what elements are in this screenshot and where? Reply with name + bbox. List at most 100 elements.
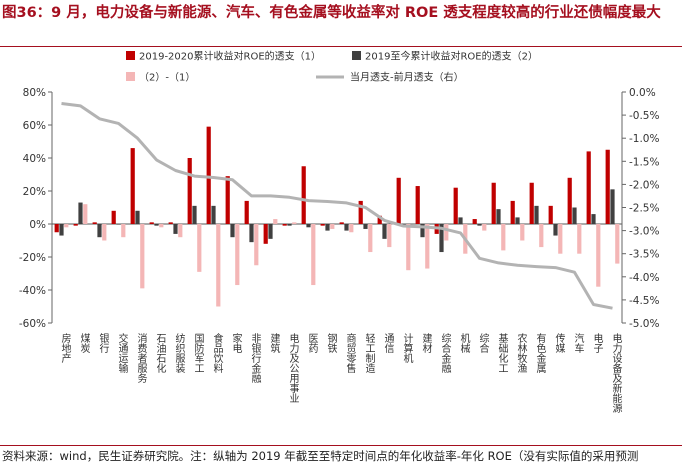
left-tick-label: -40% [19, 285, 46, 297]
x-tick-label: 电子 [591, 332, 603, 353]
x-tick-label: 综合 [477, 332, 489, 354]
x-tick-label: 非银行金融 [249, 333, 261, 384]
left-tick-label: 40% [23, 153, 46, 165]
bar-series1 [111, 210, 116, 224]
x-tick-label: 有色金属 [534, 332, 546, 374]
bar-series3 [216, 224, 221, 307]
bar-series3 [349, 224, 354, 233]
bar-series1 [301, 166, 306, 224]
right-tick-label: -0.5% [629, 110, 659, 122]
bar-series2 [135, 210, 140, 224]
bar-series2 [192, 205, 197, 224]
right-tick-label: -4.5% [629, 295, 659, 307]
bar-series1 [282, 224, 287, 226]
bar-series1 [396, 177, 401, 224]
right-tick-label: -5.0% [629, 318, 659, 330]
x-tick-label: 消费者服务 [135, 332, 147, 384]
bar-series3 [178, 224, 183, 238]
bar-series3 [444, 224, 449, 241]
bar-series3 [159, 224, 164, 228]
bar-series1 [472, 219, 477, 224]
bar-series3 [577, 224, 582, 254]
bar-series1 [225, 176, 230, 224]
x-tick-label: 医药 [306, 333, 318, 354]
legend-swatch [126, 72, 135, 81]
title-divider [0, 46, 682, 47]
x-tick-label: 国防军工 [192, 333, 204, 373]
x-tick-label: 家电 [230, 332, 242, 353]
bar-series2 [78, 202, 83, 224]
x-tick-label: 电力设备及新能源 [610, 332, 622, 414]
bar-series2 [249, 224, 254, 243]
bar-series1 [187, 158, 192, 224]
bar-series1 [605, 149, 610, 224]
legend-swatch [126, 51, 135, 60]
bar-series3 [64, 224, 69, 228]
right-tick-label: -3.0% [629, 226, 659, 238]
bar-series3 [501, 224, 506, 251]
bar-series2 [325, 224, 330, 231]
bar-series3 [197, 224, 202, 272]
bar-group [54, 126, 620, 307]
chart-title: 图36：9 月，电力设备与新能源、汽车、有色金属等收益率对 ROE 透支程度较高… [2, 5, 661, 21]
bar-series2 [591, 214, 596, 224]
bar-series2 [515, 217, 520, 224]
x-tick-label: 建材 [420, 332, 432, 353]
line-group [61, 102, 613, 310]
bar-series1 [149, 222, 154, 224]
bar-series3 [102, 224, 107, 241]
bar-series1 [168, 222, 173, 224]
bar-series2 [230, 224, 235, 238]
bar-series1 [415, 186, 420, 224]
x-tick-label: 煤炭 [78, 332, 90, 354]
bar-series3 [273, 219, 278, 224]
bar-series2 [344, 224, 349, 231]
bar-series3 [539, 224, 544, 248]
x-tick-label: 银行 [97, 332, 109, 354]
bar-series1 [54, 224, 59, 233]
left-axis: 80% 60% 40% 20% 0% -20% -40% -60% [19, 87, 622, 330]
bar-series3 [254, 224, 259, 266]
bar-series3 [330, 224, 335, 229]
x-tick-label: 交通运输 [116, 332, 128, 374]
bar-series2 [116, 224, 121, 225]
bar-series1 [491, 182, 496, 224]
left-tick-label: 60% [23, 120, 46, 132]
bar-series3 [520, 224, 525, 241]
line-series4 [61, 102, 613, 310]
bar-series3 [235, 224, 240, 286]
bar-series2 [477, 224, 482, 226]
bar-series3 [140, 224, 145, 289]
bar-series3 [596, 224, 601, 287]
bar-series1 [92, 222, 97, 224]
bar-series1 [130, 148, 135, 224]
bar-series1 [453, 187, 458, 224]
x-tick-label: 食品饮料 [211, 332, 223, 374]
bar-series2 [211, 205, 216, 224]
x-tick-label: 传媒 [553, 333, 565, 354]
chart-svg: 2019-2020累计收益对ROE的透支（1） 2019至今累计收益对ROE的透支… [19, 50, 660, 414]
bar-series2 [287, 224, 292, 226]
bar-series2 [154, 224, 159, 226]
legend-label: 2019至今累计收益对ROE的透支（2） [365, 50, 538, 63]
right-tick-label: -2.0% [629, 179, 659, 191]
right-tick-label: 0.0% [629, 87, 656, 99]
source-note: 资料来源：wind，民生证券研究院。注：纵轴为 2019 年截至至特定时间点的年… [2, 449, 639, 463]
bar-series3 [83, 204, 88, 224]
bar-series3 [311, 224, 316, 286]
legend-label: （2）-（1） [139, 72, 195, 84]
bar-series2 [59, 224, 64, 236]
left-tick-label: -60% [19, 318, 46, 330]
bar-series1 [510, 200, 515, 224]
x-tick-label: 农林牧渔 [515, 332, 527, 374]
bar-series2 [458, 217, 463, 224]
bar-series1 [377, 215, 382, 224]
x-tick-label: 基础化工 [496, 332, 508, 373]
bar-series2 [268, 224, 273, 239]
bar-series3 [615, 224, 620, 264]
bar-series1 [263, 224, 268, 244]
bar-series2 [439, 224, 444, 253]
legend: 2019-2020累计收益对ROE的透支（1） 2019至今累计收益对ROE的透支… [126, 50, 538, 84]
bar-series2 [401, 224, 406, 225]
bar-series1 [339, 222, 344, 224]
